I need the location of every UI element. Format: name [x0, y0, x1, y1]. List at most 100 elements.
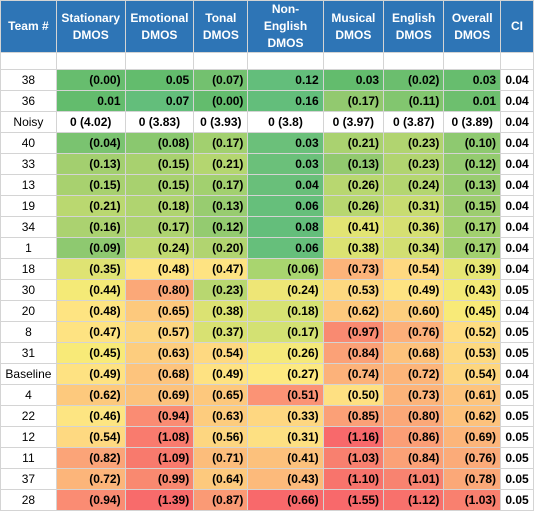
header-row: Team # Stationary DMOS Emotional DMOS Tonal… — [0, 0, 534, 53]
dmos-cell: (0.76) — [443, 447, 502, 469]
table-row: 1 (0.09) (0.24) (0.20) 0.06 (0.38) (0.34) (0.17… — [0, 237, 534, 259]
team-cell: 30 — [0, 279, 57, 301]
table-row: 34 (0.16) (0.17) (0.12) 0.08 (0.41) (0.36) (0.1… — [0, 216, 534, 238]
team-cell: 20 — [0, 300, 57, 322]
dmos-cell: (0.62) — [322, 300, 385, 322]
dmos-cell: (0.72) — [55, 468, 126, 490]
table-row: 22 (0.46) (0.94) (0.63) (0.33) (0.85) (0.80) (0… — [0, 405, 534, 427]
dmos-cell: (0.23) — [193, 279, 249, 301]
dmos-cell: (0.60) — [383, 300, 445, 322]
dmos-cell: (1.08) — [124, 426, 195, 448]
dmos-cell: (1.55) — [322, 489, 385, 511]
team-cell: Baseline — [0, 363, 57, 385]
ci-cell: 0.04 — [500, 111, 534, 133]
table-row: 8 (0.47) (0.57) (0.37) (0.17) (0.97) (0.76) (0.… — [0, 321, 534, 343]
ci-cell: 0.05 — [500, 342, 534, 364]
dmos-cell: (0.33) — [247, 405, 324, 427]
dmos-cell: (0.38) — [193, 300, 249, 322]
dmos-cell: (1.39) — [124, 489, 195, 511]
ci-cell: 0.04 — [500, 69, 534, 91]
dmos-cell: (0.69) — [443, 426, 502, 448]
dmos-cell: (0.97) — [322, 321, 385, 343]
dmos-cell: (0.43) — [443, 279, 502, 301]
dmos-cell: (0.61) — [443, 384, 502, 406]
ci-cell: 0.04 — [500, 237, 534, 259]
dmos-cell: (0.66) — [247, 489, 324, 511]
dmos-cell: (0.00) — [55, 69, 126, 91]
dmos-cell: (0.51) — [247, 384, 324, 406]
column-header: CI — [500, 0, 534, 53]
dmos-cell: (0.47) — [193, 258, 249, 280]
dmos-cell: (0.24) — [124, 237, 195, 259]
table-row: 31 (0.45) (0.63) (0.54) (0.26) (0.84) (0.68) (0… — [0, 342, 534, 364]
dmos-cell: (1.12) — [383, 489, 445, 511]
ci-cell: 0.05 — [500, 384, 534, 406]
dmos-cell: (0.15) — [124, 174, 195, 196]
dmos-cell: (0.16) — [55, 216, 126, 238]
dmos-cell: 0.06 — [247, 237, 324, 259]
dmos-cell: (0.26) — [322, 195, 385, 217]
dmos-cell: (0.99) — [124, 468, 195, 490]
dmos-cell: (0.49) — [55, 363, 126, 385]
dmos-cell: (0.43) — [247, 468, 324, 490]
dmos-cell: 0.03 — [247, 132, 324, 154]
table-row: 19 (0.21) (0.18) (0.13) 0.06 (0.26) (0.31) (0.1… — [0, 195, 534, 217]
dmos-cell: (1.03) — [443, 489, 502, 511]
dmos-cell: (0.24) — [383, 174, 445, 196]
dmos-cell: (0.45) — [55, 342, 126, 364]
dmos-cell: 0 (3.97) — [322, 111, 385, 133]
dmos-cell: (0.68) — [124, 363, 195, 385]
dmos-cell: (0.38) — [322, 237, 385, 259]
dmos-cell: (0.04) — [55, 132, 126, 154]
table-row: 40 (0.04) (0.08) (0.17) 0.03 (0.21) (0.23) (0.1… — [0, 132, 534, 154]
dmos-cell: (0.13) — [322, 153, 385, 175]
dmos-cell: (0.63) — [124, 342, 195, 364]
dmos-cell: (0.73) — [383, 384, 445, 406]
column-header: Emotional DMOS — [124, 0, 195, 53]
table-row: Baseline (0.49) (0.68) (0.49) (0.27) (0.74) (0… — [0, 363, 534, 385]
dmos-cell: (0.48) — [55, 300, 126, 322]
dmos-cell: (0.64) — [193, 468, 249, 490]
dmos-cell: (0.62) — [443, 405, 502, 427]
dmos-cell: (0.24) — [247, 279, 324, 301]
ci-cell: 0.04 — [500, 258, 534, 280]
dmos-cell: 0.06 — [247, 195, 324, 217]
dmos-cell: (0.37) — [193, 321, 249, 343]
ci-cell: 0.04 — [500, 90, 534, 112]
table-row: 33 (0.13) (0.15) (0.21) 0.03 (0.13) (0.23) (0.1… — [0, 153, 534, 175]
table-row: 18 (0.35) (0.48) (0.47) (0.06) (0.73) (0.54) (0… — [0, 258, 534, 280]
table-row: 28 (0.94) (1.39) (0.87) (0.66) (1.55) (1.12) (1… — [0, 489, 534, 511]
team-cell: 36 — [0, 90, 57, 112]
dmos-cell: (0.15) — [443, 195, 502, 217]
dmos-cell: (0.08) — [124, 132, 195, 154]
dmos-cell: (0.41) — [247, 447, 324, 469]
team-cell: 13 — [0, 174, 57, 196]
spacer-row — [0, 52, 534, 70]
dmos-cell: (0.35) — [55, 258, 126, 280]
table-row: 13 (0.15) (0.15) (0.17) 0.04 (0.26) (0.24) (0.1… — [0, 174, 534, 196]
dmos-cell: (0.54) — [55, 426, 126, 448]
team-cell: 12 — [0, 426, 57, 448]
team-cell: 38 — [0, 69, 57, 91]
dmos-cell: (0.44) — [55, 279, 126, 301]
ci-cell: 0.05 — [500, 468, 534, 490]
column-header: Tonal DMOS — [193, 0, 249, 53]
column-header: English DMOS — [383, 0, 445, 53]
team-cell: 22 — [0, 405, 57, 427]
dmos-cell: (0.54) — [443, 363, 502, 385]
column-header: Stationary DMOS — [55, 0, 126, 53]
dmos-cell: (0.47) — [55, 321, 126, 343]
dmos-cell: (0.41) — [322, 216, 385, 238]
dmos-cell: 0.07 — [124, 90, 195, 112]
dmos-cell: (0.17) — [443, 216, 502, 238]
ci-cell: 0.04 — [500, 363, 534, 385]
dmos-cell: (0.48) — [124, 258, 195, 280]
dmos-cell: (0.09) — [55, 237, 126, 259]
dmos-cell: (0.36) — [383, 216, 445, 238]
dmos-cell: (0.84) — [383, 447, 445, 469]
dmos-cell: (0.17) — [124, 216, 195, 238]
dmos-cell: 0.03 — [443, 69, 502, 91]
dmos-cell: (0.15) — [55, 174, 126, 196]
dmos-cell: (0.62) — [55, 384, 126, 406]
ci-cell: 0.04 — [500, 153, 534, 175]
